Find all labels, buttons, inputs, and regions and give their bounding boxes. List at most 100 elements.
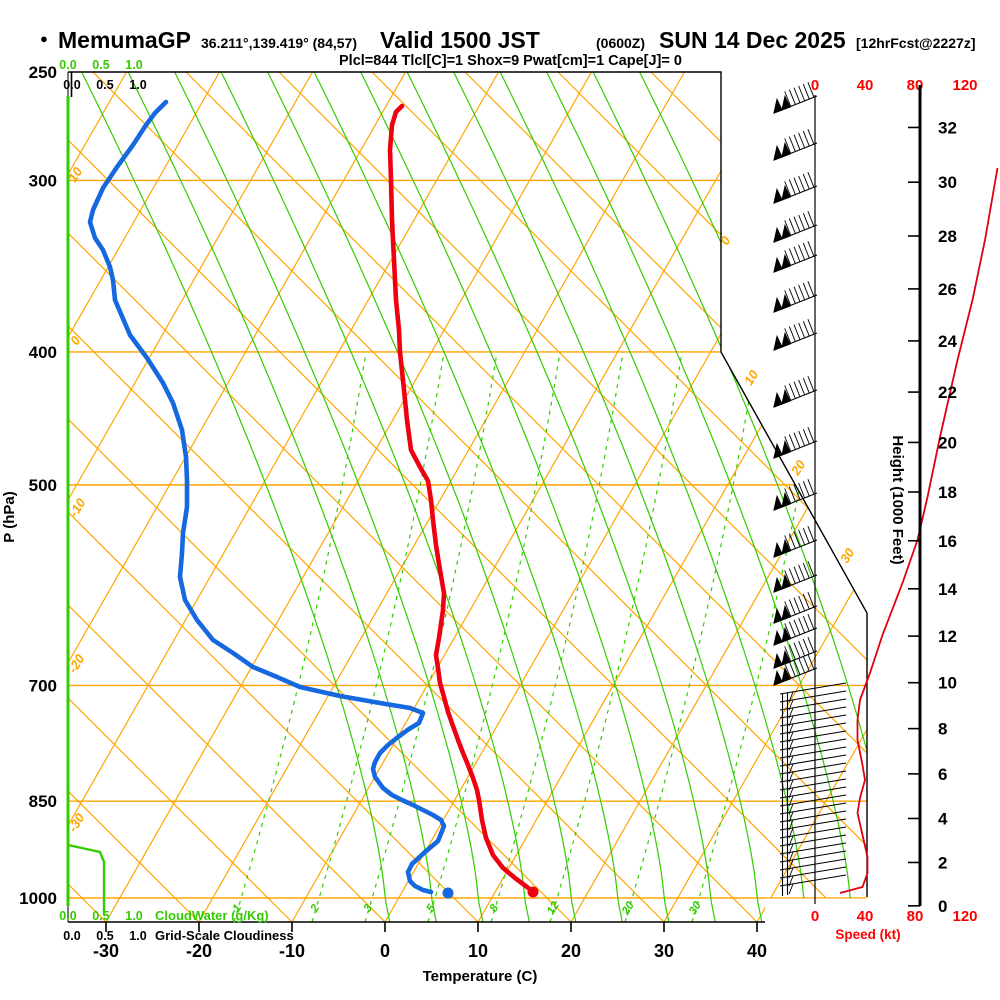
wind-barb-staff: [779, 762, 847, 775]
dry-adiabat-line: [185, 72, 867, 923]
wind-barb-feather: [784, 385, 792, 401]
wind-barb-pennant: [781, 293, 791, 310]
mixing-ratio-line: [364, 351, 498, 923]
wind-barb-pennant: [781, 141, 791, 158]
wind-barb-feather: [793, 87, 801, 103]
wind-barb-feather: [807, 241, 815, 257]
wind-barb-feather: [802, 428, 810, 445]
isotherm-line: [477, 72, 867, 923]
wind-barb-feather: [807, 592, 815, 608]
temperature-tick-label: 20: [561, 941, 581, 961]
cloudwater-scale-top: 0.0: [59, 58, 76, 72]
moist-adiabat-line: [499, 72, 809, 923]
moist-adiabat-line: [592, 72, 867, 923]
isotherm-line: [198, 72, 686, 923]
wind-barb-staff: [779, 722, 847, 735]
wind-barb-feather: [798, 640, 806, 657]
isotherm-line: [68, 72, 314, 923]
wind-barb-feather: [788, 883, 794, 895]
temperature-tick-label: 10: [468, 941, 488, 961]
temperature-tick-label: 40: [747, 941, 767, 961]
wind-barb-feather: [798, 430, 806, 447]
wind-barb-staff: [779, 730, 847, 743]
wind-barb-pennant: [773, 144, 783, 161]
wind-barb-pennant: [781, 491, 791, 508]
wind-barb-feather: [802, 83, 810, 100]
dry-adiabat-line: [92, 72, 867, 923]
pressure-tick-label: 300: [29, 171, 57, 190]
cloudiness-scale-top: 1.0: [129, 78, 146, 92]
moist-adiabat-line: [220, 72, 530, 923]
wind-barb-feather: [807, 427, 815, 443]
mixing-ratio-label: 12: [545, 899, 562, 917]
wind-barb-feather: [784, 91, 792, 107]
pressure-tick-label: 1000: [19, 889, 57, 908]
cloudiness-scale-bottom: 0.5: [96, 929, 113, 943]
wind-barb-staff: [779, 738, 847, 751]
dewpoint-curve: [87, 99, 447, 895]
isotherm-line: [68, 72, 221, 923]
wind-barb-pennant: [773, 442, 783, 459]
wind-barb-staff: [779, 754, 847, 767]
mixing-ratio-line: [427, 351, 561, 923]
wind-barb-feather: [793, 642, 801, 658]
forecast-tag: [12hrFcst@2227z]: [856, 35, 976, 51]
station-name: MemumaGP: [58, 27, 191, 53]
wind-barb-pennant: [781, 331, 791, 348]
wind-barb-feather: [788, 533, 796, 549]
wind-barb-pennant: [781, 223, 791, 240]
isotherm-line: [68, 72, 500, 923]
mixing-ratio-label: 1: [231, 903, 245, 915]
speed-tick-label-bottom: 40: [857, 908, 874, 925]
mixing-ratio-label: 2: [308, 902, 322, 915]
height-tick-label: 10: [938, 674, 957, 693]
wind-barb-feather: [802, 638, 810, 655]
temperature-curve: [387, 103, 536, 895]
temperature-tick-label: 30: [654, 941, 674, 961]
wind-barb-feather: [788, 179, 796, 195]
wind-barb-pennant: [773, 629, 783, 646]
wind-barb-feather: [798, 529, 806, 546]
wind-barb-feather: [788, 326, 796, 342]
speed-tick-label-bottom: 80: [907, 908, 924, 925]
isotherm-line: [105, 72, 593, 923]
wind-barb-feather: [798, 657, 806, 674]
isotherm-label: 30: [837, 545, 858, 566]
height-tick-label: 22: [938, 383, 957, 402]
isotherm-label: 10: [741, 367, 762, 388]
wind-barb-feather: [802, 173, 810, 190]
wind-barb-staff: [779, 698, 847, 711]
pressure-tick-label: 500: [29, 476, 57, 495]
height-tick-label: 24: [938, 332, 957, 351]
wind-barb-feather: [802, 377, 810, 394]
wind-barb-feather: [802, 242, 810, 259]
wind-barb-pennant: [773, 494, 783, 511]
mixing-ratio-label: 30: [687, 899, 704, 917]
wind-barb-feather: [793, 566, 801, 582]
wind-barb-feather: [784, 535, 792, 551]
wind-barb-feather: [793, 484, 801, 500]
moist-adiabat-line: [127, 72, 437, 923]
wind-barb-staff: [779, 818, 847, 831]
height-tick-label: 0: [938, 897, 947, 916]
wind-barb-feather: [807, 281, 815, 297]
wind-barb-feather: [784, 663, 792, 679]
dry-adiabat-line: [68, 72, 851, 923]
plot-border: [68, 71, 868, 897]
wind-barb-feather: [793, 597, 801, 613]
wind-barb-feather: [784, 250, 792, 266]
isotherm-line: [291, 72, 779, 923]
wind-barb-feather: [793, 134, 801, 150]
wind-barb-feather: [788, 486, 796, 502]
station-coords: 36.211°,139.419° (84,57): [201, 35, 357, 51]
wind-barb-feather: [807, 526, 815, 542]
speed-tick-label-top: 120: [952, 77, 977, 94]
wind-barb-feather: [802, 655, 810, 672]
mixing-ratio-label: 3: [362, 902, 376, 914]
wind-barb-feather: [802, 615, 810, 632]
wind-barb-pennant: [781, 184, 791, 201]
wind-barb-pennant: [773, 334, 783, 351]
mixing-ratio-line: [624, 351, 758, 923]
wind-barb-feather: [802, 320, 810, 337]
